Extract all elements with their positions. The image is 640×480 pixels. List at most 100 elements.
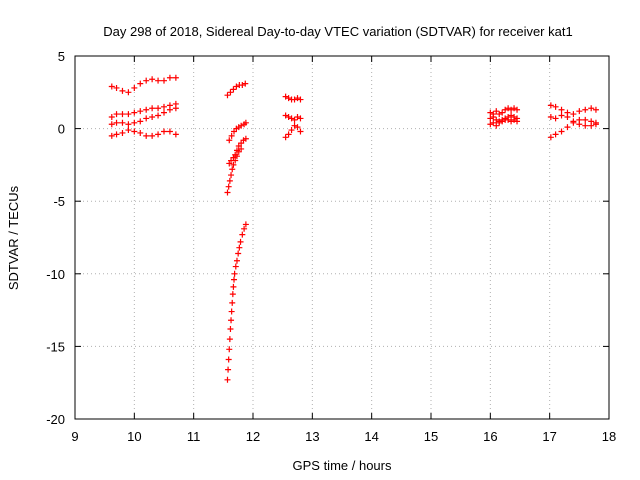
data-point (113, 119, 120, 126)
y-tick-label: -10 (46, 267, 65, 282)
data-point (137, 80, 144, 87)
plot-frame (74, 55, 610, 420)
data-point (576, 121, 583, 128)
data-point (113, 84, 120, 91)
data-point (288, 127, 295, 134)
data-point (125, 127, 132, 134)
data-point (242, 80, 249, 87)
data-point (172, 105, 179, 112)
y-tick-label: 0 (58, 122, 65, 137)
data-point (149, 76, 156, 83)
data-point (113, 131, 120, 138)
data-point (487, 121, 494, 128)
data-point (496, 111, 503, 118)
data-point (570, 118, 577, 125)
data-point (229, 299, 236, 306)
data-point (119, 119, 126, 126)
x-tick-label: 12 (246, 429, 260, 444)
chart-title: Day 298 of 2018, Sidereal Day-to-day VTE… (103, 24, 572, 39)
data-point (288, 115, 295, 122)
data-point (592, 106, 599, 113)
data-point (285, 113, 292, 120)
data-point (131, 128, 138, 135)
data-point (108, 113, 115, 120)
data-point (155, 77, 162, 84)
data-point (285, 95, 292, 102)
x-tick-label: 15 (424, 429, 438, 444)
x-tick-label: 18 (602, 429, 616, 444)
data-point (552, 115, 559, 122)
data-point (294, 95, 301, 102)
data-point (131, 84, 138, 91)
data-point (226, 336, 233, 343)
data-point (238, 145, 245, 152)
data-point (226, 137, 233, 144)
data-point (228, 317, 235, 324)
data-point (225, 356, 232, 363)
x-tick-label: 11 (187, 429, 201, 444)
x-tick-label: 14 (364, 429, 378, 444)
data-point (227, 325, 234, 332)
data-point (552, 131, 559, 138)
data-point (161, 128, 167, 135)
data-point (230, 161, 237, 168)
y-tick-label: -20 (46, 412, 65, 427)
data-point (514, 115, 521, 122)
data-point (172, 131, 179, 138)
data-point (233, 153, 240, 160)
data-point (225, 366, 232, 373)
data-point (558, 128, 565, 135)
data-point (558, 112, 565, 119)
x-tick-label: 9 (71, 429, 78, 444)
data-point (564, 113, 571, 120)
data-point (508, 106, 515, 113)
y-tick-label: 5 (58, 49, 65, 64)
data-point (119, 129, 126, 136)
data-point (239, 231, 246, 238)
data-point (237, 238, 244, 245)
data-point (576, 108, 583, 115)
data-point (155, 131, 162, 138)
data-point (227, 89, 234, 96)
data-point (224, 92, 231, 99)
data-point (131, 109, 138, 116)
data-point (297, 115, 304, 122)
data-point (558, 106, 565, 113)
data-point (233, 83, 240, 90)
data-point (236, 244, 243, 251)
data-point (125, 111, 132, 118)
data-point (108, 132, 115, 139)
data-point (282, 93, 289, 100)
data-point (499, 109, 506, 116)
y-tick-label: -5 (53, 194, 65, 209)
data-point (232, 263, 239, 270)
data-point (505, 113, 512, 120)
data-point (490, 119, 497, 126)
data-point (172, 74, 179, 81)
data-point (297, 128, 304, 135)
data-point (229, 291, 236, 298)
data-point (137, 118, 144, 125)
data-point (113, 111, 120, 118)
data-point (149, 105, 156, 112)
data-point (161, 77, 167, 84)
data-point (592, 121, 599, 128)
data-point (231, 270, 238, 277)
data-point (242, 135, 249, 142)
data-point (228, 172, 235, 179)
data-point (235, 250, 242, 257)
x-tick-label: 13 (305, 429, 319, 444)
data-point (291, 96, 298, 103)
data-point (493, 116, 500, 123)
y-axis-ticks: -20 -15 -10 -5 0 5 (46, 49, 609, 427)
x-axis-label: GPS time / hours (293, 458, 392, 473)
data-point (493, 122, 500, 129)
data-points (108, 74, 599, 383)
data-point (161, 103, 167, 110)
data-point (508, 118, 515, 125)
data-point (225, 183, 232, 190)
data-point (294, 113, 301, 120)
data-point (242, 119, 249, 126)
data-point (155, 105, 162, 112)
data-point (226, 346, 233, 353)
